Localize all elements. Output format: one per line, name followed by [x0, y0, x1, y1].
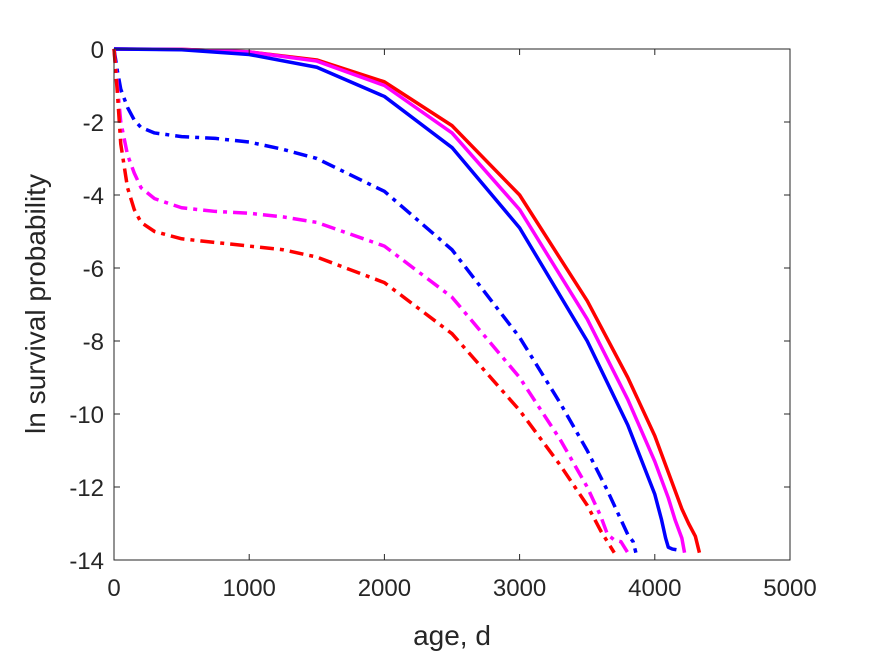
x-tick-label: 3000: [493, 575, 546, 602]
y-tick-label: -14: [69, 548, 104, 575]
y-tick-label: -12: [69, 475, 104, 502]
series-line-2: [113, 47, 687, 554]
y-tick-label: -10: [69, 402, 104, 429]
plot-frame: [113, 48, 791, 561]
ticks-layer: 0 1000 2000 3000 4000 5000 0 -2 -4 -6 -8 -10 -12 -14: [69, 37, 816, 602]
y-tick-label: -6: [83, 256, 104, 283]
series-line-5: [112, 48, 630, 554]
x-tick-label: 1000: [223, 575, 276, 602]
x-tick-label: 5000: [763, 575, 816, 602]
x-tick-label: 2000: [358, 575, 411, 602]
series-line-3: [113, 47, 677, 552]
series-line-4: [112, 48, 638, 554]
y-tick-label: -8: [83, 329, 104, 356]
y-axis-label: ln survival probability: [20, 174, 51, 434]
x-tick-label: 4000: [628, 575, 681, 602]
x-tick-label: 0: [107, 575, 120, 602]
y-tick-label: 0: [91, 37, 104, 64]
series-layer: [112, 47, 702, 554]
y-tick-label: -2: [83, 110, 104, 137]
x-axis-label: age, d: [413, 620, 491, 651]
y-tick-label: -4: [83, 183, 104, 210]
